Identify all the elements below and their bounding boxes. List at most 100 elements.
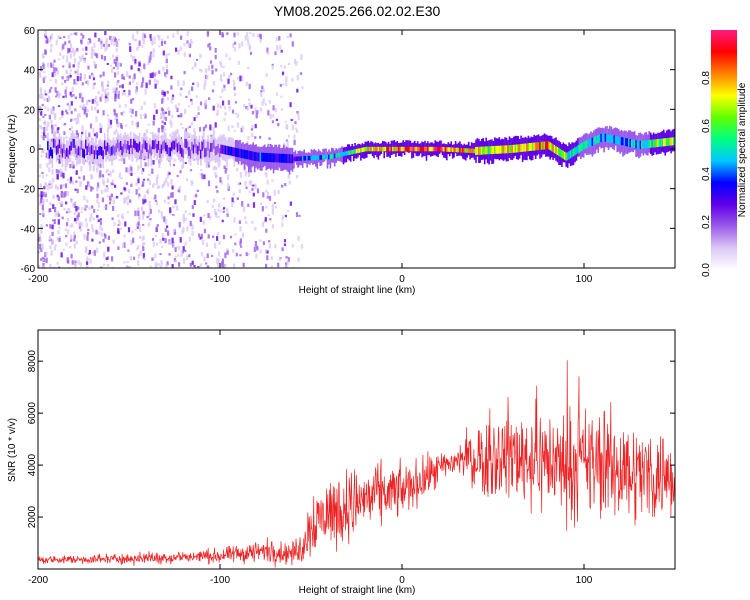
noise-cell <box>248 83 251 89</box>
ridge-core-cell <box>587 139 589 148</box>
noise-cell <box>129 199 132 203</box>
noise-cell <box>145 82 148 89</box>
noise-cell <box>97 231 100 236</box>
noise-cell <box>88 183 91 188</box>
noise-cell <box>280 49 283 53</box>
noise-cell <box>57 91 60 96</box>
noise-cell <box>104 97 107 104</box>
noise-cell <box>81 207 84 211</box>
noise-cell <box>222 100 225 106</box>
noise-cell <box>171 237 174 244</box>
noise-cell <box>244 171 247 177</box>
noise-cell <box>264 249 268 255</box>
ridge-halo-cell <box>409 140 412 153</box>
ridge-core-cell <box>585 140 588 149</box>
noise-cell <box>248 102 251 107</box>
noise-cell <box>260 202 263 205</box>
noise-cell <box>141 82 144 88</box>
noise-cell <box>182 246 185 251</box>
noise-cell <box>56 262 59 265</box>
y-tick-label: 4000 <box>27 454 38 477</box>
noise-cell <box>42 148 45 154</box>
ridge-core-cell <box>131 145 134 154</box>
colorbar-tick-label: 0.2 <box>701 215 712 229</box>
noise-cell <box>154 194 157 200</box>
noise-cell <box>48 139 51 142</box>
ridge-core-cell <box>208 148 211 158</box>
ridge-core-cell <box>593 137 595 146</box>
noise-cell <box>185 95 188 99</box>
noise-cell <box>38 105 41 111</box>
noise-cell <box>129 255 133 261</box>
noise-cell <box>57 196 61 202</box>
noise-cell <box>65 242 68 247</box>
noise-cell <box>236 32 239 36</box>
ridge-core-cell <box>456 147 458 153</box>
noise-cell <box>184 128 188 133</box>
noise-cell <box>74 262 77 268</box>
noise-cell <box>152 160 155 165</box>
noise-cell <box>164 228 167 232</box>
ridge-core-cell <box>149 144 151 154</box>
ridge-core-cell <box>469 148 471 153</box>
noise-cell <box>87 80 90 86</box>
ridge-core-cell <box>639 140 642 149</box>
ridge-core-cell <box>437 146 439 152</box>
noise-cell <box>255 113 258 119</box>
noise-cell <box>105 185 108 188</box>
noise-cell <box>51 109 54 115</box>
noise-cell <box>107 123 110 129</box>
noise-cell <box>247 41 250 46</box>
noise-cell <box>149 205 152 210</box>
ridge-core-cell <box>357 148 359 154</box>
noise-cell <box>196 81 199 88</box>
ridge-core-cell <box>673 137 675 146</box>
noise-cell <box>157 127 160 133</box>
ridge-core-cell <box>170 142 173 152</box>
noise-cell <box>285 139 288 142</box>
ridge-halo-cell <box>360 144 362 161</box>
noise-cell <box>166 173 169 179</box>
noise-cell <box>259 239 262 242</box>
noise-cell <box>106 128 109 134</box>
noise-cell <box>216 109 219 115</box>
noise-cell <box>92 49 95 55</box>
noise-cell <box>81 97 84 103</box>
noise-cell <box>69 164 72 169</box>
noise-cell <box>67 47 70 54</box>
noise-cell <box>199 263 202 267</box>
figure-title: YM08.2025.266.02.02.E30 <box>274 3 441 19</box>
noise-cell <box>231 125 234 129</box>
noise-cell <box>177 50 180 55</box>
noise-cell <box>233 32 236 38</box>
ridge-core-cell <box>354 149 356 154</box>
noise-cell <box>97 182 100 189</box>
noise-cell <box>285 265 288 268</box>
noise-cell <box>182 226 185 232</box>
ridge-core-cell <box>457 147 460 153</box>
noise-cell <box>165 58 168 64</box>
noise-cell <box>170 122 173 128</box>
noise-cell <box>83 58 86 64</box>
noise-cell <box>173 258 176 262</box>
noise-cell <box>42 199 45 205</box>
noise-cell <box>54 79 58 84</box>
ridge-core-cell <box>409 146 412 152</box>
noise-cell <box>204 99 207 105</box>
noise-cell <box>214 171 217 176</box>
noise-cell <box>68 208 71 214</box>
ridge-core-cell <box>296 156 298 161</box>
noise-cell <box>244 216 247 220</box>
noise-cell <box>39 86 42 92</box>
noise-cell <box>193 134 196 139</box>
noise-cell <box>204 79 207 86</box>
noise-cell <box>219 61 222 65</box>
noise-cell <box>132 98 135 101</box>
noise-cell <box>96 109 99 114</box>
noise-cell <box>151 40 154 46</box>
noise-cell <box>86 261 89 265</box>
noise-cell <box>218 205 221 208</box>
noise-cell <box>137 245 140 249</box>
noise-cell <box>95 132 98 138</box>
noise-cell <box>149 218 152 221</box>
